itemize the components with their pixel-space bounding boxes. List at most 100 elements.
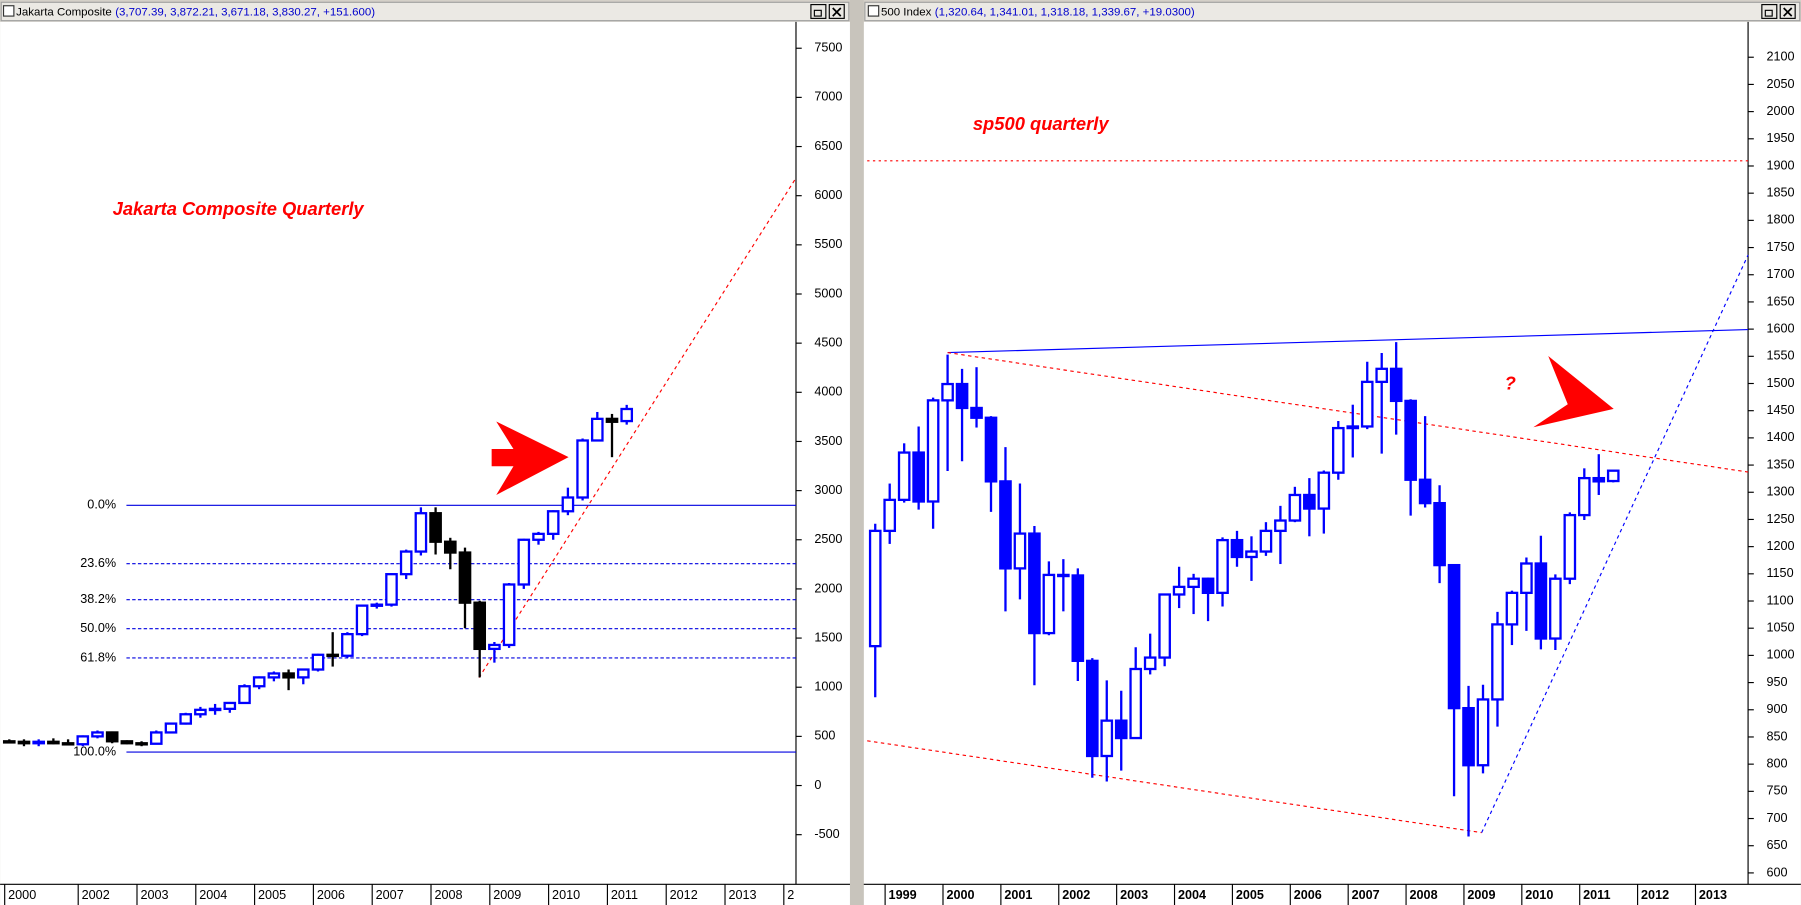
candle-body — [1057, 573, 1070, 578]
candle-body — [1143, 656, 1157, 671]
y-tick-label: 1100 — [1766, 593, 1793, 607]
candle-body — [370, 603, 384, 607]
candle-body — [1592, 476, 1606, 483]
candle-body — [1563, 513, 1577, 580]
y-tick-label: 1700 — [1766, 267, 1794, 281]
candle-body — [1505, 591, 1519, 626]
candle-body — [47, 740, 60, 745]
candle-body — [1230, 538, 1244, 559]
candle-body — [970, 406, 983, 419]
x-tick-label: 2002 — [82, 888, 110, 902]
x-tick-label: 2006 — [1294, 888, 1322, 902]
chart-name: 500 Index — [881, 7, 932, 19]
y-tick-label: 1000 — [1766, 648, 1794, 662]
candle-body — [341, 632, 354, 657]
x-tick-label: 2010 — [1525, 888, 1553, 902]
left-title-bar — [0, 1, 850, 22]
chart-quote: (3,707.39, 3,872.21, 3,671.18, 3,830.27,… — [115, 7, 375, 19]
x-tick-label: 2009 — [1467, 888, 1495, 902]
candle-body — [1288, 493, 1302, 522]
y-tick-label: 750 — [1766, 784, 1787, 798]
candle-body — [1491, 623, 1504, 701]
candle-body — [561, 496, 575, 513]
y-tick-label: 1500 — [814, 630, 842, 644]
x-tick-label: 2006 — [317, 888, 345, 902]
y-tick-label: 1150 — [1766, 566, 1793, 580]
x-tick-label: 2004 — [1178, 888, 1206, 902]
candle-body — [941, 382, 954, 402]
candle-body — [1071, 574, 1085, 662]
close-icon — [1783, 7, 1793, 17]
y-tick-label: 1850 — [1766, 186, 1794, 200]
x-tick-label: 2000 — [8, 888, 36, 902]
y-tick-label: 650 — [1766, 838, 1787, 852]
x-tick-label: 2000 — [946, 888, 974, 902]
candle-body — [1114, 719, 1128, 740]
y-tick-label: 1550 — [1766, 349, 1794, 363]
candle-body — [1129, 667, 1143, 740]
candle-body — [1360, 380, 1374, 428]
y-tick-label: 2500 — [814, 532, 842, 546]
candle-body — [194, 708, 207, 716]
x-tick-label: 2001 — [1004, 888, 1032, 902]
x-tick-label: 2008 — [1410, 888, 1438, 902]
candle-body — [926, 399, 940, 503]
x-tick-label: 2010 — [552, 888, 580, 902]
candle-body — [897, 451, 911, 502]
y-tick-label: 7000 — [814, 90, 842, 104]
y-tick-label: 1300 — [1766, 485, 1794, 499]
candle-body — [1317, 471, 1331, 510]
candle-body — [955, 382, 969, 410]
right-buttons — [1761, 4, 1796, 19]
candle-body — [149, 731, 163, 745]
y-tick-label: 2000 — [814, 581, 842, 595]
candle-body — [1172, 585, 1186, 596]
y-tick-label: 500 — [814, 729, 835, 743]
candle-body — [620, 407, 634, 423]
y-tick-label: 1500 — [1766, 376, 1794, 390]
window-icon — [867, 5, 880, 17]
x-tick-label: 2012 — [670, 888, 698, 902]
candle-body — [296, 668, 310, 679]
x-tick-label: 1999 — [889, 888, 917, 902]
candle-body — [1418, 478, 1432, 505]
candle-body — [868, 529, 882, 648]
x-tick-label: 2005 — [1236, 888, 1264, 902]
candle-body — [605, 417, 619, 423]
candle-body — [164, 722, 178, 734]
candle-body — [1346, 425, 1360, 430]
candle-body — [1085, 659, 1099, 758]
candle-body — [999, 480, 1012, 570]
y-tick-label: 850 — [1766, 729, 1787, 743]
candle-body — [1534, 562, 1548, 640]
x-tick-label: 2008 — [434, 888, 462, 902]
candle-body — [385, 573, 398, 606]
candle-body — [912, 451, 925, 503]
candle-body — [1303, 493, 1316, 510]
y-tick-label: 2100 — [1766, 50, 1794, 64]
chart-name: Jakarta Composite — [16, 7, 112, 19]
trend-line — [1481, 254, 1749, 833]
x-tick-label: 2002 — [1062, 888, 1090, 902]
fib-label: 100.0% — [73, 744, 116, 758]
candle-body — [105, 731, 119, 743]
candle-body — [135, 742, 148, 746]
candle-body — [1433, 501, 1446, 567]
x-tick-label: 2003 — [140, 888, 168, 902]
chart-header: 500 Index (1,320.64, 1,341.01, 1,318.18, … — [881, 7, 1195, 19]
x-tick-label: 2004 — [199, 888, 227, 902]
candle-body — [326, 653, 340, 658]
fib-label: 50.0% — [80, 621, 116, 635]
candle-body — [1447, 563, 1461, 710]
candle-body — [1042, 573, 1056, 635]
candle-body — [1274, 519, 1287, 533]
candle-body — [1187, 577, 1200, 589]
trend-line — [867, 740, 1482, 834]
right-title-bar — [864, 1, 1801, 22]
y-tick-label: 800 — [1766, 756, 1787, 770]
candle-body — [502, 583, 516, 647]
fib-label: 38.2% — [80, 592, 116, 606]
chart-quote: (1,320.64, 1,341.01, 1,318.18, 1,339.67,… — [935, 7, 1195, 19]
x-tick-label: 2011 — [611, 888, 638, 902]
